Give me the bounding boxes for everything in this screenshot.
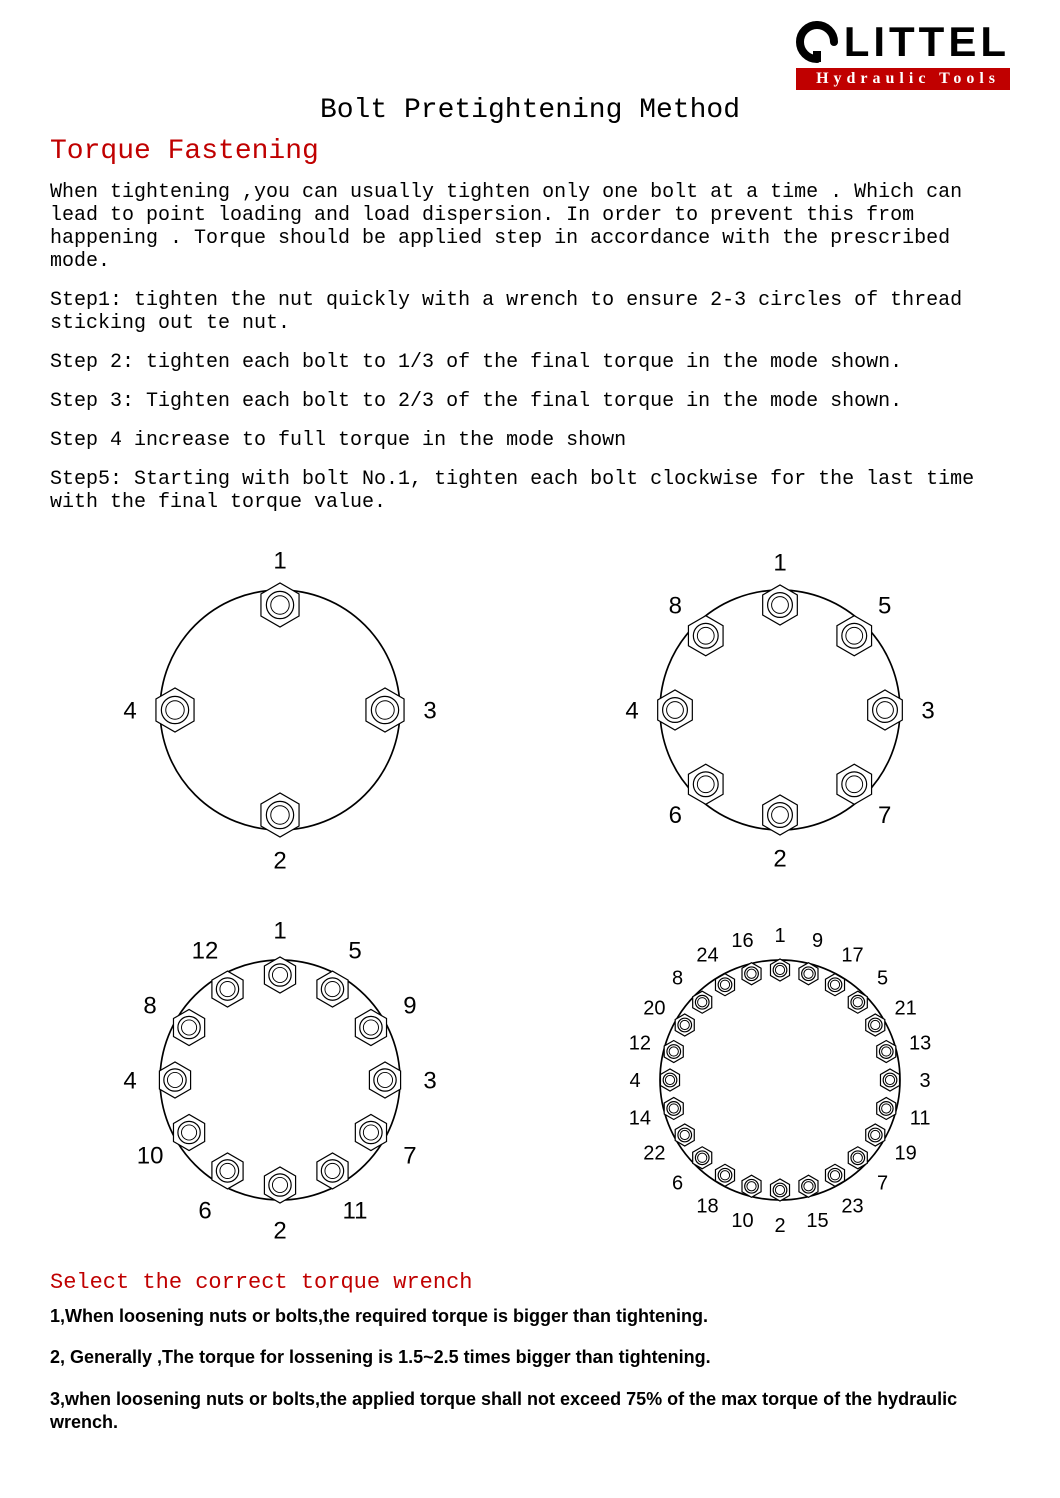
bolt-label: 6	[198, 1197, 211, 1224]
brand-name-row: LITTEL	[796, 18, 1010, 66]
section-select-wrench-title: Select the correct torque wrench	[50, 1270, 1010, 1295]
bolt-label: 3	[423, 697, 436, 724]
bolt-label: 22	[643, 1143, 665, 1165]
bolt-label: 15	[806, 1210, 828, 1232]
bolt-label: 5	[878, 593, 891, 620]
bolt-label: 8	[672, 968, 683, 990]
bolt-label: 12	[629, 1033, 651, 1055]
step-1: Step1: tighten the nut quickly with a wr…	[50, 289, 1010, 335]
flange-8-bolt: 1 2 3 4 5 6 7 8	[550, 530, 1010, 890]
bolt-label: 9	[403, 992, 416, 1019]
bolt-label: 11	[910, 1108, 931, 1130]
bolt-label: 1	[774, 925, 785, 947]
flange-24-bolt: 123456789101112131415161718192021222324	[550, 900, 1010, 1260]
note-3: 3,when loosening nuts or bolts,the appli…	[50, 1388, 1010, 1435]
bolt-label: 7	[877, 1173, 888, 1195]
brand-name: LITTEL	[844, 18, 1010, 66]
step-2: Step 2: tighten each bolt to 1/3 of the …	[50, 351, 1010, 374]
bolt-label: 17	[841, 944, 863, 966]
bolt-label: 3	[919, 1070, 930, 1092]
bolt-label: 4	[123, 1067, 136, 1094]
bolt-label: 16	[731, 930, 753, 952]
note-2: 2, Generally ,The torque for lossening i…	[50, 1346, 1010, 1369]
note-1: 1,When loosening nuts or bolts,the requi…	[50, 1305, 1010, 1328]
bolt-label: 24	[696, 944, 718, 966]
bolt-label: 6	[672, 1173, 683, 1195]
bolt-label: 5	[877, 968, 888, 990]
intro-text: When tightening ,you can usually tighten…	[50, 181, 1010, 273]
bolt-label: 9	[812, 930, 823, 952]
brand-logo-icon	[796, 21, 838, 63]
bolt-label: 8	[143, 992, 156, 1019]
page-title: Bolt Pretightening Method	[50, 95, 1010, 126]
bolt-label: 12	[192, 938, 219, 965]
bolt-label: 4	[625, 697, 638, 724]
bolt-label: 2	[273, 847, 286, 874]
step-3: Step 3: Tighten each bolt to 2/3 of the …	[50, 390, 1010, 413]
bolt-label: 1	[273, 917, 286, 944]
section-torque-fastening-title: Torque Fastening	[50, 136, 1010, 167]
bolt-label: 7	[878, 802, 891, 829]
page: LITTEL Hydraulic Tools Bolt Pretightenin…	[0, 0, 1060, 1493]
bolt-label: 8	[669, 593, 682, 620]
step-4: Step 4 increase to full torque in the mo…	[50, 429, 1010, 452]
bolt-label: 2	[773, 845, 786, 872]
bolt-label: 1	[273, 547, 286, 574]
bolt-label: 3	[921, 697, 934, 724]
flange-diagrams-grid: 1234 12345678 123456789101112 1234567891…	[50, 530, 1010, 1260]
bolt-label: 2	[774, 1215, 785, 1237]
bolt-label: 4	[629, 1070, 640, 1092]
flange-12-bolt: 123456789101112	[50, 900, 510, 1260]
brand-logo: LITTEL Hydraulic Tools	[796, 18, 1010, 90]
bolt-label: 20	[643, 998, 665, 1020]
bolt-label: 4	[123, 697, 136, 724]
bolt-label: 7	[403, 1142, 416, 1169]
bolt-label: 19	[894, 1143, 916, 1165]
bolt-label: 21	[894, 998, 916, 1020]
bolt-label: 10	[137, 1142, 164, 1169]
bolt-label: 18	[696, 1196, 718, 1218]
bolt-label: 23	[841, 1196, 863, 1218]
brand-tagline: Hydraulic Tools	[796, 68, 1010, 90]
step-5: Step5: Starting with bolt No.1, tighten …	[50, 468, 1010, 514]
bolt-label: 2	[273, 1217, 286, 1244]
bolt-label: 3	[423, 1067, 436, 1094]
bolt-label: 11	[343, 1197, 368, 1224]
bolt-label: 1	[773, 549, 786, 576]
bolt-label: 14	[629, 1108, 651, 1130]
bolt-label: 13	[909, 1033, 931, 1055]
flange-4-bolt: 1 2 3 4	[50, 530, 510, 890]
bolt-label: 10	[731, 1210, 753, 1232]
bolt-label: 5	[348, 938, 361, 965]
bolt-label: 6	[669, 802, 682, 829]
